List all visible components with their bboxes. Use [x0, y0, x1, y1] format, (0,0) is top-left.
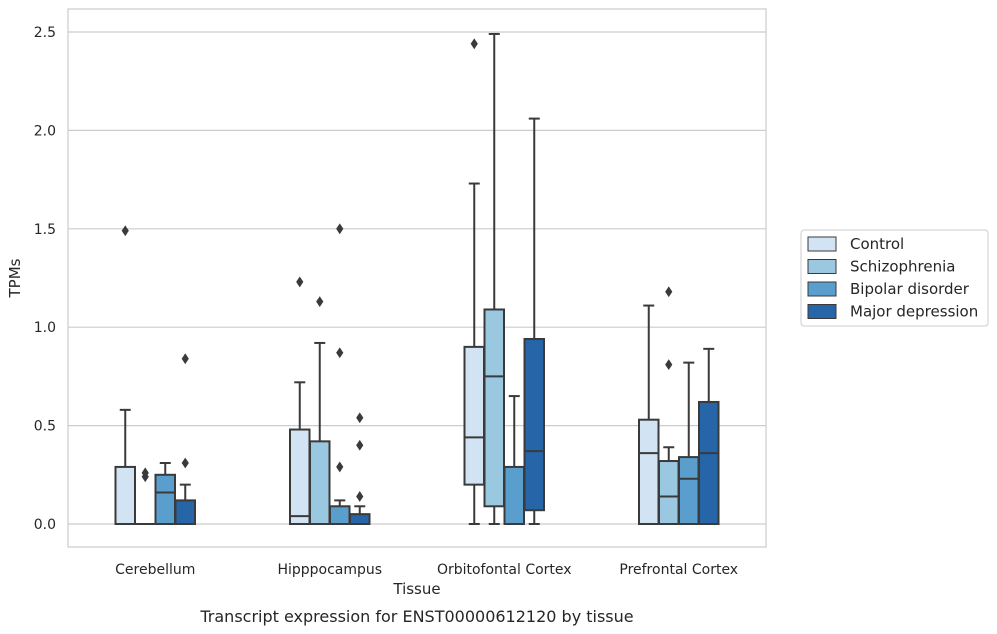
- x-tick-label: Cerebellum: [115, 562, 195, 578]
- legend-frame: [800, 229, 989, 327]
- box-control: [114, 225, 136, 526]
- box-body: [463, 345, 485, 486]
- box-body: [658, 460, 680, 525]
- box-major-depression: [523, 117, 545, 525]
- outlier-point: [121, 225, 129, 237]
- legend-label: Schizophrenia: [850, 258, 955, 276]
- box-body: [678, 456, 700, 526]
- outlier-point: [316, 296, 324, 308]
- y-tick-label: 1.0: [34, 320, 56, 336]
- y-tick-label: 2.0: [34, 123, 56, 139]
- box-body: [698, 400, 720, 526]
- y-tick-label: 0.5: [34, 419, 56, 435]
- legend: Control Schizophrenia Bipolar disorder Majo…: [800, 229, 989, 327]
- box-schizophrenia: [134, 467, 156, 526]
- x-tick-label: Orbitofontal Cortex: [437, 562, 572, 578]
- box-schizophrenia: [483, 32, 505, 525]
- x-tick-labels: Cerebellum Hipppocampus Orbitofontal Corte…: [115, 562, 738, 578]
- box-bipolar-disorder: [503, 395, 525, 526]
- box-major-depression: [698, 347, 720, 526]
- box-body: [289, 428, 311, 526]
- outlier-point: [181, 353, 189, 365]
- y-axis-label: TPMs: [6, 258, 24, 298]
- box-body: [154, 473, 176, 525]
- outlier-point: [356, 439, 364, 451]
- legend-label: Control: [850, 235, 904, 253]
- box-body: [638, 418, 660, 526]
- legend-swatch: [807, 281, 837, 297]
- y-tick-labels: 0.0 0.5 1.0 1.5 2.0 2.5: [34, 25, 56, 533]
- outlier-point: [356, 412, 364, 424]
- x-tick-label: Hipppocampus: [277, 562, 382, 578]
- y-tick-label: 2.5: [34, 25, 56, 41]
- legend-label: Bipolar disorder: [850, 280, 970, 298]
- legend-swatch: [807, 304, 837, 319]
- box-schizophrenia: [658, 286, 680, 525]
- box-body: [174, 499, 196, 526]
- outlier-point: [336, 347, 344, 359]
- box-groups: [114, 32, 720, 526]
- outlier-point: [336, 461, 344, 473]
- box-body: [503, 465, 525, 526]
- outlier-point: [296, 276, 304, 288]
- legend-swatch: [807, 259, 837, 274]
- x-tick-label: Prefrontal Cortex: [619, 562, 738, 578]
- box-control: [463, 38, 485, 525]
- box-body: [483, 308, 505, 508]
- box-body: [349, 513, 371, 525]
- outlier-point: [665, 286, 673, 298]
- y-tick-label: 1.5: [34, 222, 56, 238]
- box-schizophrenia: [309, 296, 331, 525]
- outlier-point: [665, 359, 673, 370]
- outlier-point: [141, 467, 149, 479]
- box-body: [309, 440, 331, 525]
- y-tick-label: 0.0: [34, 517, 56, 533]
- box-body: [114, 465, 136, 526]
- box-major-depression: [349, 412, 371, 525]
- legend-label: Major depression: [850, 303, 978, 321]
- x-axis-label: Tissue: [392, 580, 440, 598]
- outlier-point: [336, 223, 344, 235]
- outlier-point: [181, 457, 189, 469]
- box-body: [523, 338, 545, 512]
- box-body: [329, 505, 351, 525]
- outlier-point: [470, 38, 478, 50]
- box-major-depression: [174, 353, 196, 526]
- legend-swatch: [807, 236, 837, 252]
- figure-caption: Transcript expression for ENST0000061212…: [199, 607, 633, 626]
- outlier-point: [356, 491, 364, 502]
